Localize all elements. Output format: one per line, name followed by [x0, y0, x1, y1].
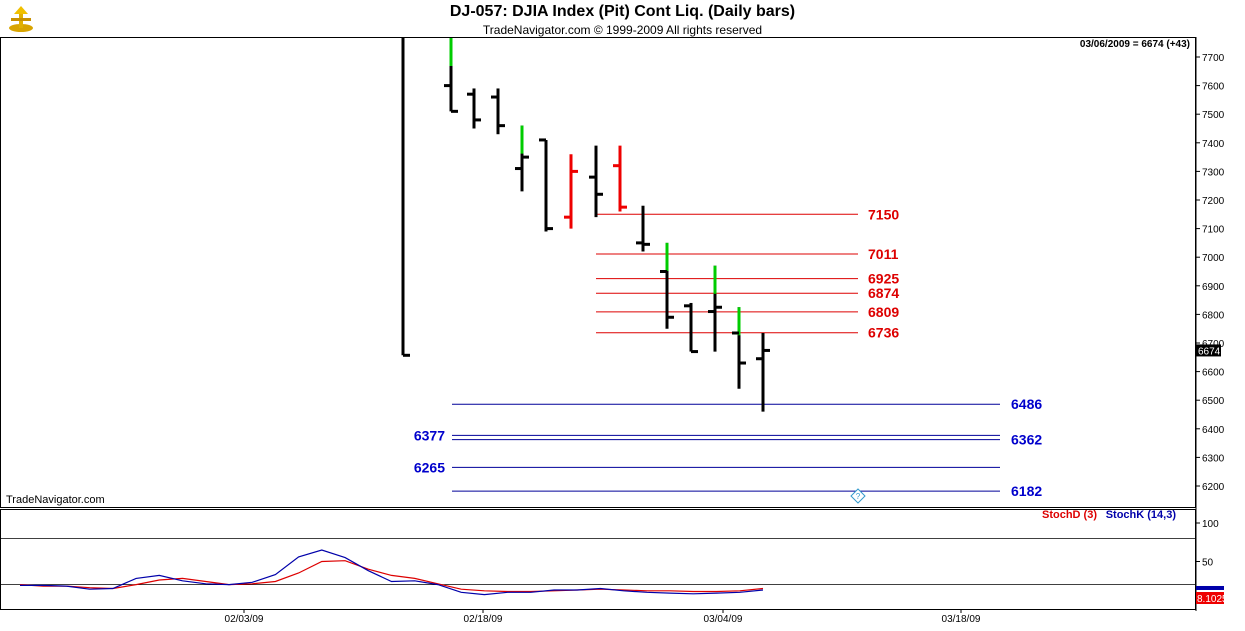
last-price-label: 6674 — [1198, 346, 1221, 357]
price-tick-label: 7000 — [1202, 253, 1225, 264]
support-label: 6377 — [414, 427, 445, 443]
chart-title: DJ-057: DJIA Index (Pit) Cont Liq. (Dail… — [449, 3, 796, 20]
question-marker-icon[interactable]: ? — [850, 488, 866, 504]
legend-stochk: StochK (14,3) — [1106, 509, 1177, 521]
resistance-label: 7150 — [868, 206, 899, 222]
price-tick-label: 7300 — [1202, 167, 1225, 178]
resistance-label: 6809 — [868, 304, 899, 320]
stoch-last-label: 8.1025 — [1197, 594, 1228, 605]
resistance-label: 6925 — [868, 271, 899, 287]
stoch-last-badge — [1196, 592, 1224, 604]
x-tick-label: 03/18/09 — [942, 614, 981, 625]
price-bar — [515, 125, 529, 192]
stoch-tick-label: 50 — [1202, 558, 1214, 569]
price-bar — [732, 307, 746, 389]
price-tick-label: 6300 — [1202, 453, 1225, 464]
support-label: 6265 — [414, 459, 445, 475]
price-axis: 6200630064006500660067006800690070007100… — [1196, 53, 1225, 493]
price-bar — [589, 145, 603, 218]
svg-text:?: ? — [856, 492, 861, 501]
price-bar — [684, 302, 698, 354]
x-tick-label: 03/04/09 — [704, 614, 743, 625]
price-bar — [564, 154, 578, 229]
x-axis: 02/03/09 02/18/09 03/04/09 03/18/09 — [225, 609, 981, 625]
price-bar — [491, 88, 505, 135]
last-info-label: 03/06/2009 = 6674 (+43) — [1080, 39, 1190, 50]
price-bar — [539, 138, 553, 232]
price-bar — [401, 38, 410, 357]
resistance-label: 7011 — [868, 246, 899, 262]
stoch-lines — [19, 549, 764, 596]
support-label: 6362 — [1011, 432, 1042, 448]
price-tick-label: 6500 — [1202, 396, 1225, 407]
x-tick-label: 02/03/09 — [225, 614, 264, 625]
price-bar — [613, 145, 627, 212]
stochk-line — [20, 549, 764, 596]
support-label: 6182 — [1011, 483, 1042, 499]
x-tick-label: 02/18/09 — [464, 614, 503, 625]
price-bar — [636, 205, 650, 252]
watermark-label: TradeNavigator.com — [6, 494, 105, 506]
price-tick-label: 7600 — [1202, 82, 1225, 93]
stoch-axis: 0501008.1025 — [1, 519, 1228, 607]
price-tick-label: 6800 — [1202, 310, 1225, 321]
stoch-panel-frame — [0, 509, 1196, 610]
last-price-badge — [1196, 344, 1221, 357]
price-tick-label: 7200 — [1202, 196, 1225, 207]
resistance-label: 6874 — [868, 285, 899, 301]
stochd-line — [19, 560, 764, 593]
price-tick-label: 7500 — [1202, 110, 1225, 121]
legend-stochd: StochD (3) — [1042, 509, 1097, 521]
price-tick-label: 6600 — [1202, 368, 1225, 379]
price-tick-label: 7700 — [1202, 53, 1225, 64]
support-label: 6486 — [1011, 396, 1042, 412]
price-tick-label: 6400 — [1202, 425, 1225, 436]
price-tick-label: 6900 — [1202, 282, 1225, 293]
chart-subtitle: TradeNavigator.com © 1999-2009 All right… — [482, 23, 763, 37]
trade-navigator-logo-icon — [6, 4, 36, 34]
price-bars — [401, 38, 770, 412]
price-tick-label: 6200 — [1202, 482, 1225, 493]
price-bar — [660, 242, 674, 329]
price-bar — [756, 332, 770, 412]
resistance-label: 6736 — [868, 325, 899, 341]
stoch-k-badge — [1196, 585, 1224, 590]
price-bar — [444, 38, 458, 113]
price-tick-label: 7100 — [1202, 225, 1225, 236]
price-bar — [467, 88, 481, 129]
price-tick-label: 7400 — [1202, 139, 1225, 150]
price-bar — [708, 265, 722, 352]
stoch-tick-label: 100 — [1202, 519, 1219, 530]
